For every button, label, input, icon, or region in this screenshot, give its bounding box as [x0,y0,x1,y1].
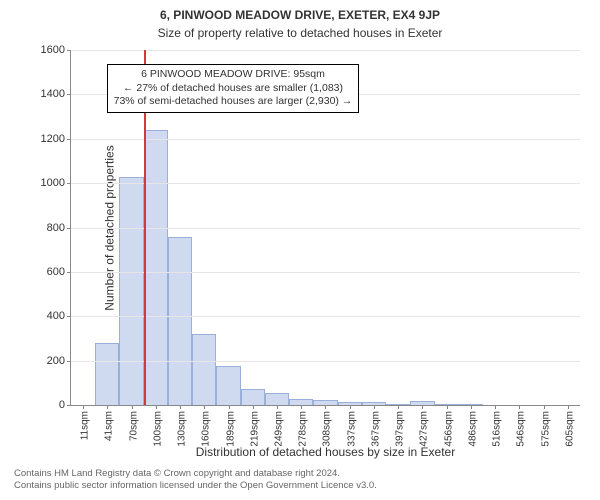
plot-region: Number of detached properties Distributi… [70,50,580,406]
x-tick-label: 427sqm [415,405,430,447]
grid-line [71,50,580,51]
y-tick-label: 800 [47,222,71,234]
x-tick-label: 516sqm [488,405,503,447]
x-tick-label: 308sqm [318,405,333,447]
histogram-bar [192,334,216,405]
x-tick-label: 70sqm [124,405,139,441]
footer-line2: Contains public sector information licen… [14,480,586,492]
grid-line [71,272,580,273]
grid-line [71,361,580,362]
histogram-bar [144,130,168,405]
grid-line [71,183,580,184]
x-tick-label: 456sqm [439,405,454,447]
x-tick-label: 219sqm [245,405,260,447]
histogram-bar [95,343,119,405]
title-sub: Size of property relative to detached ho… [0,22,600,42]
y-tick-label: 1600 [41,44,71,56]
x-tick-label: 486sqm [463,405,478,447]
title-main: 6, PINWOOD MEADOW DRIVE, EXETER, EX4 9JP [0,0,600,22]
grid-line [71,228,580,229]
x-tick-label: 337sqm [342,405,357,447]
x-tick-label: 100sqm [148,405,163,447]
x-tick-label: 11sqm [76,405,91,440]
x-tick-label: 546sqm [512,405,527,447]
x-tick-label: 575sqm [536,405,551,447]
y-tick-label: 600 [47,266,71,278]
x-tick-label: 189sqm [221,405,236,447]
grid-line [71,139,580,140]
histogram-bar [241,389,265,406]
annotation-line1: 6 PINWOOD MEADOW DRIVE: 95sqm [114,68,353,82]
x-axis-label: Distribution of detached houses by size … [71,445,580,459]
y-tick-label: 400 [47,310,71,322]
y-tick-label: 0 [59,399,71,411]
chart-area: Number of detached properties Distributi… [14,46,586,464]
y-tick-label: 200 [47,355,71,367]
histogram-bar [168,237,192,406]
x-tick-label: 367sqm [366,405,381,447]
annotation-line3: 73% of semi-detached houses are larger (… [114,95,353,109]
footer-line1: Contains HM Land Registry data © Crown c… [14,468,586,480]
footer: Contains HM Land Registry data © Crown c… [0,466,600,500]
x-tick-label: 130sqm [173,405,188,447]
y-tick-label: 1400 [41,88,71,100]
histogram-bar [119,177,143,406]
x-tick-label: 278sqm [294,405,309,447]
histogram-bar [265,393,289,405]
x-tick-label: 41sqm [100,405,115,441]
x-tick-label: 397sqm [391,405,406,447]
x-tick-label: 249sqm [269,405,284,447]
annotation-box: 6 PINWOOD MEADOW DRIVE: 95sqm ← 27% of d… [107,64,360,113]
x-tick-label: 605sqm [560,405,575,447]
grid-line [71,316,580,317]
x-tick-label: 160sqm [197,405,212,447]
y-tick-label: 1000 [41,177,71,189]
chart-container: 6, PINWOOD MEADOW DRIVE, EXETER, EX4 9JP… [0,0,600,500]
y-tick-label: 1200 [41,133,71,145]
histogram-bar [216,366,240,405]
annotation-line2: ← 27% of detached houses are smaller (1,… [114,82,353,96]
